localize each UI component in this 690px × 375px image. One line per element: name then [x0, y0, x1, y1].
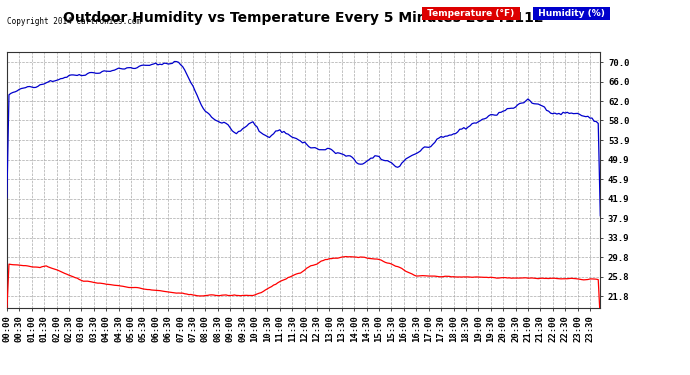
- Text: Copyright 2014 Cartronics.com: Copyright 2014 Cartronics.com: [7, 17, 141, 26]
- Text: Outdoor Humidity vs Temperature Every 5 Minutes 20141112: Outdoor Humidity vs Temperature Every 5 …: [63, 11, 544, 25]
- Text: Humidity (%): Humidity (%): [535, 9, 608, 18]
- Text: Temperature (°F): Temperature (°F): [424, 9, 518, 18]
